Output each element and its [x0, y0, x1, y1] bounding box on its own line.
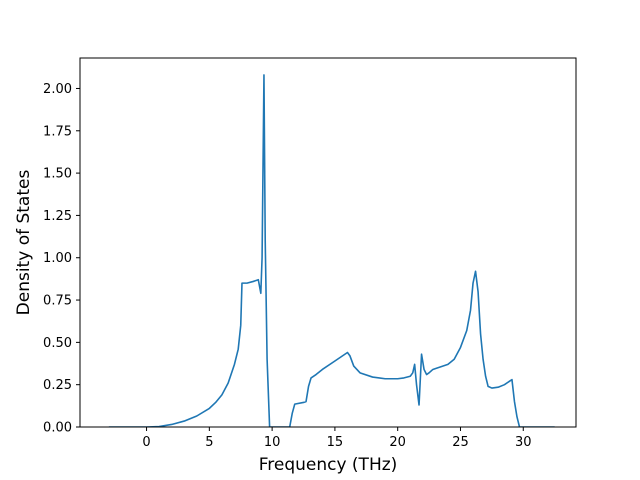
x-tick-label: 15 — [327, 435, 344, 450]
x-axis-ticks: 0 5 10 15 20 25 30 — [142, 427, 532, 450]
axes-frame — [79, 57, 577, 428]
y-tick-label: 2.00 — [43, 82, 72, 97]
y-tick-label: 0.25 — [43, 378, 72, 393]
y-tick-label: 0.00 — [43, 421, 72, 436]
x-tick-label: 0 — [142, 435, 150, 450]
y-tick-label: 0.75 — [43, 294, 72, 309]
x-tick-label: 25 — [452, 435, 469, 450]
x-axis-label: Frequency (THz) — [259, 455, 398, 475]
x-tick-label: 20 — [389, 435, 406, 450]
y-tick-label: 1.00 — [43, 251, 72, 266]
y-tick-label: 1.25 — [43, 209, 72, 224]
x-tick-label: 10 — [264, 435, 281, 450]
y-tick-label: 0.50 — [43, 336, 72, 351]
plot-area — [79, 57, 577, 428]
y-tick-label: 1.75 — [43, 124, 72, 139]
series-line-0 — [108, 74, 555, 427]
y-axis-label: Density of States — [14, 170, 34, 316]
x-tick-label: 5 — [205, 435, 213, 450]
x-tick-label: 30 — [515, 435, 532, 450]
y-tick-label: 1.50 — [43, 167, 72, 182]
y-axis-ticks: 0.00 0.25 0.50 0.75 1.00 1.25 1.50 1.75 2.00 — [43, 82, 80, 436]
